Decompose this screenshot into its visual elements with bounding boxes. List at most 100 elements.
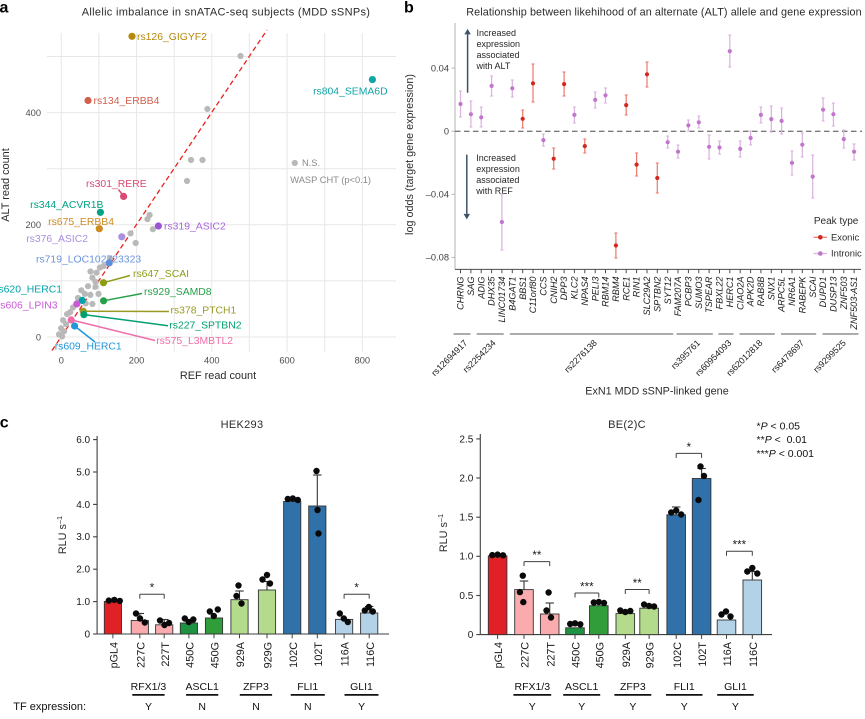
svg-text:102T: 102T xyxy=(313,642,325,667)
svg-text:DUSP13: DUSP13 xyxy=(829,277,839,312)
svg-text:0.04: 0.04 xyxy=(431,63,449,73)
svg-text:N.S.: N.S. xyxy=(302,158,320,168)
svg-text:–0.04: –0.04 xyxy=(426,190,449,200)
svg-text:Relationship between likehihoo: Relationship between likehihood of an al… xyxy=(466,7,862,19)
svg-text:0: 0 xyxy=(468,630,474,641)
svg-text:LINC01734: LINC01734 xyxy=(497,277,507,323)
svg-text:102C: 102C xyxy=(672,642,684,668)
svg-text:***P < 0.001: ***P < 0.001 xyxy=(757,448,815,460)
svg-text:rs804_SEMA6D: rs804_SEMA6D xyxy=(313,87,388,98)
svg-text:227C: 227C xyxy=(135,642,147,668)
svg-text:*P < 0.05: *P < 0.05 xyxy=(757,420,801,432)
svg-text:450C: 450C xyxy=(571,642,583,668)
svg-text:PCBP3: PCBP3 xyxy=(684,277,694,307)
svg-text:rs301_RERE: rs301_RERE xyxy=(86,179,147,190)
svg-text:ARPC5L: ARPC5L xyxy=(777,277,787,313)
svg-text:rs126_GIGYF2: rs126_GIGYF2 xyxy=(137,32,207,43)
svg-text:CHRNG: CHRNG xyxy=(456,277,466,310)
svg-text:rs647_SCAI: rs647_SCAI xyxy=(133,269,189,280)
svg-text:–0.08: –0.08 xyxy=(426,253,449,263)
svg-text:Exonic: Exonic xyxy=(831,232,859,243)
svg-text:rs376_ASIC2: rs376_ASIC2 xyxy=(26,234,88,245)
svg-text:RFX1/3: RFX1/3 xyxy=(514,681,550,693)
svg-text:RCE1: RCE1 xyxy=(621,277,631,301)
svg-text:B4GAT1: B4GAT1 xyxy=(507,277,517,311)
svg-text:SPTBN2: SPTBN2 xyxy=(652,277,662,312)
svg-text:rs606_LPIN3: rs606_LPIN3 xyxy=(0,301,58,312)
svg-text:116C: 116C xyxy=(365,642,377,667)
svg-text:associated: associated xyxy=(476,175,519,185)
svg-text:RIN1: RIN1 xyxy=(632,277,642,298)
svg-text:rs575_L3MBTL2: rs575_L3MBTL2 xyxy=(156,336,233,347)
svg-text:*: * xyxy=(354,583,359,595)
svg-text:RAB8B: RAB8B xyxy=(756,277,766,307)
svg-text:SYT12: SYT12 xyxy=(663,277,673,305)
svg-text:227T: 227T xyxy=(160,642,172,667)
svg-text:Y: Y xyxy=(358,701,365,713)
svg-text:ASCL1: ASCL1 xyxy=(186,681,219,693)
svg-text:FAM207A: FAM207A xyxy=(673,277,683,317)
svg-text:associated: associated xyxy=(477,50,520,60)
svg-text:1.0: 1.0 xyxy=(76,597,90,608)
svg-text:929G: 929G xyxy=(645,642,657,668)
svg-text:Peak type: Peak type xyxy=(814,216,859,227)
svg-text:RBM14: RBM14 xyxy=(601,277,611,307)
svg-text:WASP CHT (p<0.1): WASP CHT (p<0.1) xyxy=(290,175,371,185)
svg-text:DUPD1: DUPD1 xyxy=(818,277,828,308)
svg-text:102C: 102C xyxy=(288,642,300,668)
svg-text:929G: 929G xyxy=(263,642,275,668)
svg-text:GLI1: GLI1 xyxy=(724,681,747,693)
svg-text:6.0: 6.0 xyxy=(76,435,90,446)
svg-text:**P < 0.01: **P < 0.01 xyxy=(757,434,808,446)
svg-text:Y: Y xyxy=(529,701,536,713)
svg-text:N: N xyxy=(304,701,312,713)
svg-text:SLC29A2: SLC29A2 xyxy=(642,277,652,316)
svg-text:1.5: 1.5 xyxy=(459,513,473,524)
svg-text:Increased: Increased xyxy=(477,28,517,38)
svg-text:rs609_HERC1: rs609_HERC1 xyxy=(55,342,122,353)
svg-text:450G: 450G xyxy=(594,642,606,668)
svg-text:BBS1: BBS1 xyxy=(518,277,528,300)
svg-text:0: 0 xyxy=(59,356,64,366)
svg-text:CIAO2A: CIAO2A xyxy=(735,277,745,310)
svg-text:BE(2)C: BE(2)C xyxy=(608,419,646,431)
svg-text:TF expression:: TF expression: xyxy=(13,701,86,713)
svg-text:Y: Y xyxy=(145,701,152,713)
svg-text:0: 0 xyxy=(36,332,41,342)
svg-text:1.0: 1.0 xyxy=(459,552,473,563)
svg-text:400: 400 xyxy=(25,108,41,118)
svg-text:RBM4: RBM4 xyxy=(611,277,621,302)
svg-text:expression: expression xyxy=(476,164,520,174)
svg-text:5.0: 5.0 xyxy=(76,467,90,478)
svg-text:PELI3: PELI3 xyxy=(590,277,600,302)
svg-text:rs620_HERC1: rs620_HERC1 xyxy=(0,285,62,296)
svg-text:Y: Y xyxy=(732,701,739,713)
svg-text:N: N xyxy=(198,701,206,713)
svg-text:SNX1: SNX1 xyxy=(766,277,776,301)
svg-text:KLC2: KLC2 xyxy=(570,277,580,300)
svg-text:929A: 929A xyxy=(235,641,247,667)
svg-text:**: ** xyxy=(532,550,541,562)
svg-text:rs719_LOC102723323: rs719_LOC102723323 xyxy=(36,255,141,266)
svg-text:***: *** xyxy=(733,540,747,552)
svg-text:CCS: CCS xyxy=(539,277,549,296)
svg-text:4.0: 4.0 xyxy=(76,500,90,511)
svg-text:b: b xyxy=(404,0,414,16)
svg-text:REF read count: REF read count xyxy=(180,370,256,382)
svg-text:TSPEAR: TSPEAR xyxy=(704,276,714,313)
svg-text:200: 200 xyxy=(129,356,145,366)
svg-text:rs227_SPTBN2: rs227_SPTBN2 xyxy=(169,321,241,332)
svg-text:expression: expression xyxy=(477,39,521,49)
svg-text:**: ** xyxy=(633,578,642,590)
svg-text:a: a xyxy=(0,0,9,16)
svg-text:CNIH2: CNIH2 xyxy=(549,277,559,304)
svg-text:log odds (target gene expressi: log odds (target gene expression) xyxy=(404,74,416,235)
svg-text:2.0: 2.0 xyxy=(76,565,90,576)
svg-text:Allelic imbalance in snATAC-se: Allelic imbalance in snATAC-seq subjects… xyxy=(82,7,370,19)
svg-text:ALT read count: ALT read count xyxy=(0,148,12,221)
svg-text:pGL4: pGL4 xyxy=(109,642,121,668)
svg-text:227T: 227T xyxy=(545,642,557,667)
svg-text:0: 0 xyxy=(444,126,449,136)
svg-text:RABEPK: RABEPK xyxy=(797,276,807,314)
svg-text:450C: 450C xyxy=(185,642,197,668)
